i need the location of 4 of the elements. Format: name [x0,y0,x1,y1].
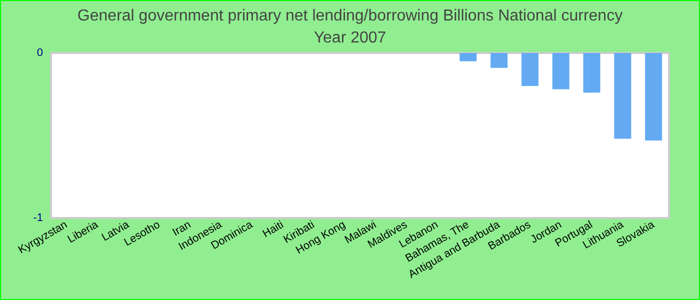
chart-subtitle: Year 2007 [314,30,386,46]
chart-title: General government primary net lending/borrowing Billions National currency [77,8,623,24]
y-tick-label: 0 [36,47,43,59]
y-tick-label: -1 [33,212,43,224]
